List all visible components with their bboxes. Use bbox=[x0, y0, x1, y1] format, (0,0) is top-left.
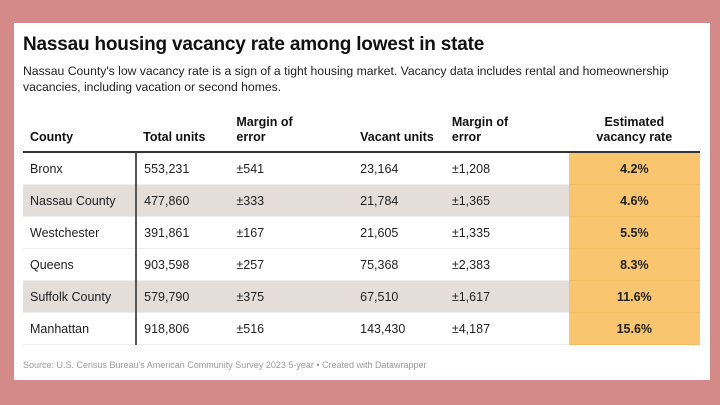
table-cell: ±167 bbox=[229, 216, 354, 249]
table-cell: Nassau County bbox=[23, 184, 138, 217]
table-row: Nassau County 477,860 ±333 21,784 ±1,365 4.6% bbox=[23, 184, 700, 217]
table-cell: ±257 bbox=[229, 248, 354, 281]
vacancy-rate-cell: 5.5% bbox=[568, 216, 700, 249]
column-header: Margin of error bbox=[229, 108, 354, 153]
column-header: County bbox=[23, 108, 137, 153]
table-cell: 67,510 bbox=[353, 280, 445, 313]
table-cell: 143,430 bbox=[353, 312, 445, 345]
table-cell: Suffolk County bbox=[23, 280, 138, 313]
chart-subtitle: Nassau County's low vacancy rate is a si… bbox=[23, 64, 669, 94]
table-cell: ±516 bbox=[229, 312, 354, 345]
column-header: Vacant units bbox=[353, 108, 445, 153]
data-table: County Total units Margin of error Vacant u… bbox=[23, 108, 700, 345]
table-cell: ±4,187 bbox=[444, 312, 569, 345]
table-cell: ±1,617 bbox=[444, 280, 569, 313]
table-row: Queens 903,598 ±257 75,368 ±2,383 8.3% bbox=[23, 248, 700, 281]
table-cell: ±1,208 bbox=[444, 152, 569, 185]
table-row: Bronx 553,231 ±541 23,164 ±1,208 4.2% bbox=[23, 152, 700, 185]
table-cell: Bronx bbox=[23, 152, 138, 185]
table-cell: 391,861 bbox=[136, 216, 230, 249]
table-cell: 553,231 bbox=[136, 152, 230, 185]
table-cell: ±541 bbox=[229, 152, 354, 185]
table-cell: 21,605 bbox=[353, 216, 445, 249]
chart-title: Nassau housing vacancy rate among lowest… bbox=[23, 34, 485, 55]
table-cell: ±1,335 bbox=[444, 216, 569, 249]
source-note: Source: U.S. Census Bureau's American Co… bbox=[23, 360, 427, 370]
table-cell: 477,860 bbox=[136, 184, 230, 217]
table-row: Manhattan 918,806 ±516 143,430 ±4,187 15.6% bbox=[23, 312, 700, 345]
table-cell: 21,784 bbox=[353, 184, 445, 217]
column-header: Estimated vacancy rate bbox=[568, 108, 700, 153]
table-cell: Queens bbox=[23, 248, 138, 281]
chart-card: Nassau housing vacancy rate among lowest… bbox=[14, 23, 710, 380]
table-cell: ±333 bbox=[229, 184, 354, 217]
table-cell: Westchester bbox=[23, 216, 138, 249]
table-cell: 23,164 bbox=[353, 152, 445, 185]
table-cell: Manhattan bbox=[23, 312, 138, 345]
table-cell: 75,368 bbox=[353, 248, 445, 281]
table-cell: 918,806 bbox=[136, 312, 230, 345]
vacancy-rate-cell: 15.6% bbox=[568, 312, 700, 345]
table-cell: 903,598 bbox=[136, 248, 230, 281]
column-header: Margin of error bbox=[444, 108, 569, 153]
table-cell: ±1,365 bbox=[444, 184, 569, 217]
table-row: Suffolk County 579,790 ±375 67,510 ±1,617 11.… bbox=[23, 280, 700, 313]
vacancy-rate-cell: 8.3% bbox=[568, 248, 700, 281]
table-row: Westchester 391,861 ±167 21,605 ±1,335 5.5% bbox=[23, 216, 700, 249]
table-header-row: County Total units Margin of error Vacant u… bbox=[23, 108, 700, 153]
table-cell: ±375 bbox=[229, 280, 354, 313]
table-cell: ±2,383 bbox=[444, 248, 569, 281]
vacancy-rate-cell: 4.6% bbox=[568, 184, 700, 217]
table-cell: 579,790 bbox=[136, 280, 230, 313]
vacancy-rate-cell: 11.6% bbox=[568, 280, 700, 313]
column-header: Total units bbox=[136, 108, 230, 153]
vacancy-rate-cell: 4.2% bbox=[568, 152, 700, 185]
